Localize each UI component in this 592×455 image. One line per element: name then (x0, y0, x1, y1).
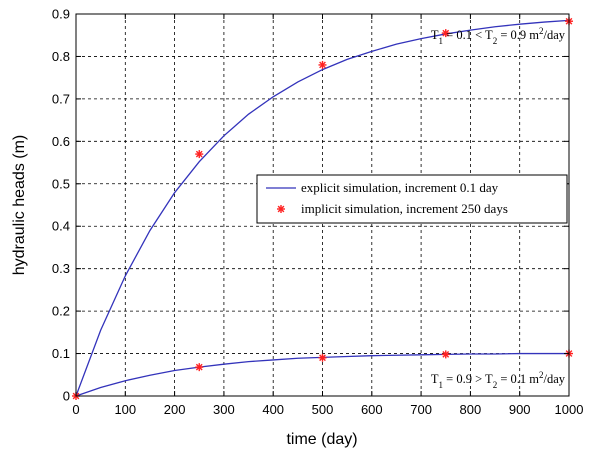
y-tick-label-0.6: 0.6 (52, 134, 70, 149)
legend: explicit simulation, increment 0.1 day i… (256, 174, 568, 224)
legend-marker-star (277, 205, 285, 213)
y-tick-label-0.4: 0.4 (52, 219, 70, 234)
annotation-1-part-6: /day (543, 28, 565, 42)
annotation-1-part-4: = 0.9 m (497, 28, 539, 42)
annotation-2-part-3: 2 (493, 380, 498, 390)
y-axis-ticks: 0 0.1 0.2 0.3 0.4 0.5 0.6 0.7 0.8 0.9 (52, 7, 569, 404)
series-marker-implicit-1-500 (318, 60, 327, 69)
legend-label-implicit: implicit simulation, increment 250 days (301, 201, 508, 216)
series-marker-implicit-2-250 (195, 363, 204, 372)
x-tick-label-0: 0 (72, 402, 79, 417)
x-tick-label-800: 800 (460, 402, 482, 417)
annotation-2-part-5: 2 (539, 370, 544, 380)
y-tick-label-0.8: 0.8 (52, 49, 70, 64)
annotation-1-part-5: 2 (539, 26, 544, 36)
annotation-2-part-2: = 0.9 > T (443, 372, 493, 386)
x-tick-label-600: 600 (361, 402, 383, 417)
annotation-1-part-2: = 0.1 < T (443, 28, 493, 42)
legend-label-explicit: explicit simulation, increment 0.1 day (301, 180, 499, 195)
series-marker-implicit-2-500 (318, 353, 327, 362)
series-marker-implicit-2-750 (441, 350, 450, 359)
annotation-1-part-1: 1 (439, 36, 444, 46)
annotation-1: T1 = 0.1 < T2 = 0.9 m2/day (431, 26, 566, 46)
y-axis-label: hydraulic heads (m) (11, 135, 28, 276)
y-tick-label-0.7: 0.7 (52, 91, 70, 106)
x-tick-label-1000: 1000 (555, 402, 584, 417)
annotation-1-part-3: 2 (493, 36, 498, 46)
series-marker-implicit-1-750 (441, 29, 450, 38)
y-tick-label-0.2: 0.2 (52, 304, 70, 319)
annotation-2: T1 = 0.9 > T2 = 0.1 m2/day (431, 370, 566, 390)
annotation-1-part-0: T (431, 28, 439, 42)
x-axis-label: time (day) (286, 431, 357, 448)
annotation-2-part-4: = 0.1 m (497, 372, 539, 386)
series-marker-implicit-1-250 (195, 150, 204, 159)
annotation-2-part-0: T (431, 372, 439, 386)
series-line-explicit-1 (75, 19, 570, 397)
legend-marker-swatch (277, 205, 285, 213)
grid (76, 14, 569, 396)
x-tick-label-200: 200 (164, 402, 186, 417)
x-tick-label-700: 700 (410, 402, 432, 417)
y-tick-label-0.3: 0.3 (52, 261, 70, 276)
x-tick-label-300: 300 (213, 402, 235, 417)
x-tick-label-400: 400 (262, 402, 284, 417)
legend-box (256, 174, 568, 224)
y-tick-label-0.1: 0.1 (52, 346, 70, 361)
annotation-2-part-1: 1 (439, 380, 444, 390)
x-tick-label-500: 500 (312, 402, 334, 417)
y-tick-label-0.5: 0.5 (52, 176, 70, 191)
y-tick-label-0.9: 0.9 (52, 7, 70, 22)
x-axis-ticks: 0 100 200 300 400 500 600 700 800 900 1000 (72, 14, 583, 417)
annotation-2-part-6: /day (543, 372, 565, 386)
y-tick-label-0: 0 (63, 389, 70, 404)
x-tick-label-100: 100 (114, 402, 136, 417)
x-tick-label-900: 900 (509, 402, 531, 417)
